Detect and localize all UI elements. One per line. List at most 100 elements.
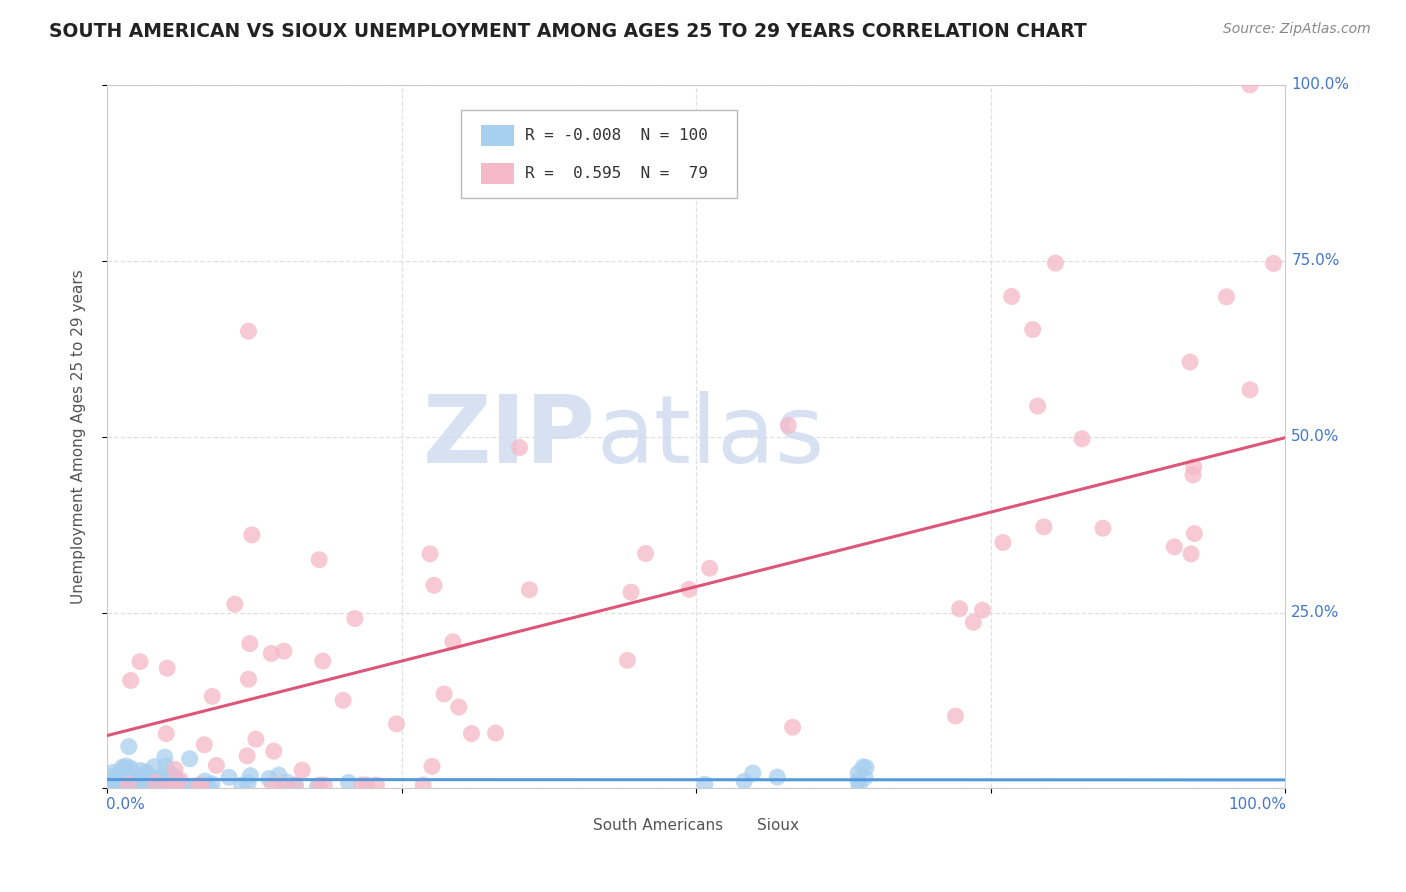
Point — [143, 760, 166, 774]
Text: 50.0%: 50.0% — [1291, 429, 1340, 444]
Point — [245, 732, 267, 747]
Point — [153, 750, 176, 764]
FancyBboxPatch shape — [461, 110, 738, 197]
Point — [101, 775, 124, 789]
Point — [148, 778, 170, 792]
Point — [766, 770, 789, 784]
Point — [115, 776, 138, 790]
Point — [143, 775, 166, 789]
Point — [111, 780, 134, 794]
Point — [129, 779, 152, 793]
Text: R = -0.008  N = 100: R = -0.008 N = 100 — [526, 128, 709, 144]
Point — [945, 709, 967, 723]
Point — [385, 717, 408, 731]
Point — [201, 777, 224, 791]
Point — [1180, 547, 1202, 561]
Point — [169, 773, 191, 788]
Point — [118, 774, 141, 789]
Point — [460, 726, 482, 740]
Point — [103, 780, 125, 794]
Point — [136, 779, 159, 793]
Point — [263, 744, 285, 758]
Point — [1215, 290, 1237, 304]
Point — [231, 778, 253, 792]
Point — [127, 777, 149, 791]
Point — [118, 776, 141, 790]
Point — [179, 752, 201, 766]
Point — [118, 780, 141, 795]
Point — [114, 762, 136, 776]
Point — [284, 778, 307, 792]
Point — [107, 774, 129, 789]
Point — [111, 772, 134, 786]
Point — [111, 760, 134, 774]
Point — [337, 775, 360, 789]
Text: 75.0%: 75.0% — [1291, 253, 1340, 268]
Point — [174, 780, 197, 795]
Point — [146, 772, 169, 786]
Point — [143, 772, 166, 786]
Point — [117, 777, 139, 791]
Point — [262, 778, 284, 792]
Point — [159, 779, 181, 793]
Point — [846, 773, 869, 788]
Point — [118, 773, 141, 788]
Point — [260, 647, 283, 661]
Point — [160, 776, 183, 790]
Point — [267, 768, 290, 782]
Point — [117, 777, 139, 791]
Text: 100.0%: 100.0% — [1291, 78, 1350, 93]
Text: SOUTH AMERICAN VS SIOUX UNEMPLOYMENT AMONG AGES 25 TO 29 YEARS CORRELATION CHART: SOUTH AMERICAN VS SIOUX UNEMPLOYMENT AMO… — [49, 22, 1087, 41]
Point — [101, 773, 124, 788]
Point — [1182, 459, 1205, 474]
Point — [152, 773, 174, 788]
Point — [1000, 289, 1022, 303]
Point — [1021, 322, 1043, 336]
Point — [104, 780, 127, 794]
Point — [124, 772, 146, 787]
Point — [412, 778, 434, 792]
Point — [634, 547, 657, 561]
Point — [139, 779, 162, 793]
Point — [125, 779, 148, 793]
Bar — [725, 817, 752, 835]
Point — [419, 547, 441, 561]
Point — [948, 601, 970, 615]
Point — [312, 654, 335, 668]
Point — [166, 774, 188, 789]
Point — [157, 778, 180, 792]
Point — [853, 771, 876, 785]
Point — [257, 772, 280, 786]
Point — [1026, 399, 1049, 413]
Point — [145, 771, 167, 785]
Point — [111, 780, 134, 795]
Point — [423, 578, 446, 592]
Point — [1163, 540, 1185, 554]
Point — [991, 535, 1014, 549]
Point — [201, 690, 224, 704]
Point — [846, 766, 869, 780]
Point — [149, 775, 172, 789]
Point — [138, 774, 160, 789]
Point — [139, 779, 162, 793]
Point — [271, 778, 294, 792]
Point — [356, 778, 378, 792]
Point — [101, 774, 124, 789]
Point — [699, 561, 721, 575]
Point — [159, 779, 181, 793]
Point — [115, 780, 138, 795]
Point — [101, 765, 124, 780]
Point — [1239, 78, 1261, 92]
Point — [165, 762, 187, 776]
Point — [198, 780, 221, 795]
Point — [128, 774, 150, 789]
Point — [127, 776, 149, 790]
Point — [1071, 432, 1094, 446]
Point — [138, 773, 160, 788]
Point — [350, 778, 373, 792]
Point — [115, 769, 138, 783]
Point — [120, 772, 142, 786]
Point — [107, 770, 129, 784]
Point — [508, 441, 530, 455]
Point — [160, 773, 183, 788]
